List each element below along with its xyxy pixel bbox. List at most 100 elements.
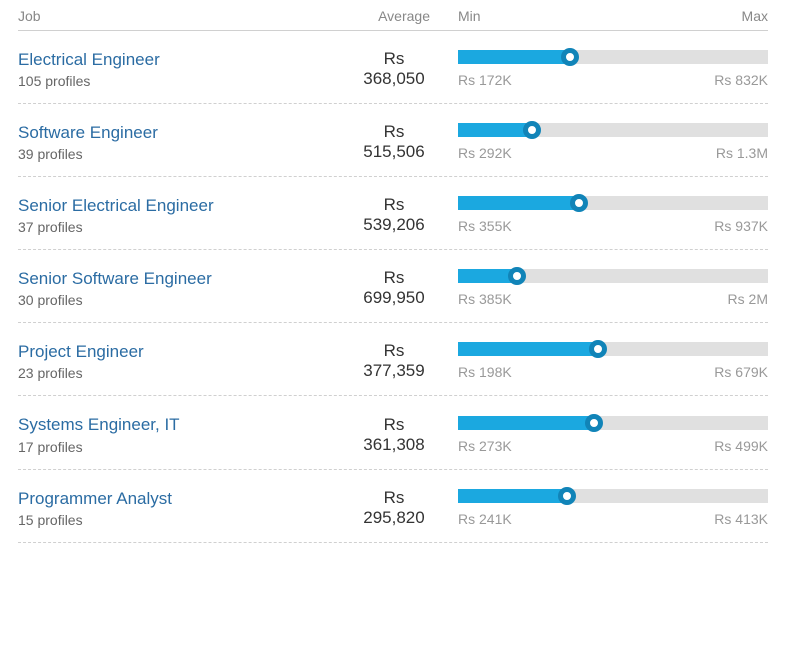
job-info: Systems Engineer, IT 17 profiles	[18, 414, 348, 454]
min-label: Rs 355K	[458, 218, 512, 234]
currency-label: Rs	[348, 268, 440, 288]
job-average: Rs 515,506	[348, 122, 458, 162]
range-knob	[558, 487, 576, 505]
range-track	[458, 50, 768, 64]
table-header: Job Average Min Max	[18, 8, 768, 31]
currency-label: Rs	[348, 122, 440, 142]
job-profiles: 105 profiles	[18, 73, 348, 89]
job-info: Senior Software Engineer 30 profiles	[18, 268, 348, 308]
range-fill	[458, 489, 567, 503]
range-fill	[458, 416, 594, 430]
range-fill	[458, 196, 579, 210]
min-label: Rs 292K	[458, 145, 512, 161]
range-labels: Rs 172K Rs 832K	[458, 72, 768, 88]
table-row: Senior Electrical Engineer 37 profiles R…	[18, 177, 768, 250]
job-profiles: 15 profiles	[18, 512, 348, 528]
range-fill	[458, 342, 598, 356]
max-label: Rs 679K	[714, 364, 768, 380]
currency-label: Rs	[348, 195, 440, 215]
table-row: Project Engineer 23 profiles Rs 377,359 …	[18, 323, 768, 396]
range-labels: Rs 355K Rs 937K	[458, 218, 768, 234]
currency-label: Rs	[348, 49, 440, 69]
range-fill	[458, 50, 570, 64]
job-title-link[interactable]: Project Engineer	[18, 341, 348, 363]
job-info: Senior Electrical Engineer 37 profiles	[18, 195, 348, 235]
header-average: Average	[348, 8, 458, 24]
currency-label: Rs	[348, 415, 440, 435]
job-info: Programmer Analyst 15 profiles	[18, 488, 348, 528]
average-value: 539,206	[363, 215, 424, 234]
job-info: Electrical Engineer 105 profiles	[18, 49, 348, 89]
range-knob	[589, 340, 607, 358]
job-average: Rs 377,359	[348, 341, 458, 381]
table-row: Programmer Analyst 15 profiles Rs 295,82…	[18, 470, 768, 543]
range-track	[458, 196, 768, 210]
job-average: Rs 368,050	[348, 49, 458, 89]
header-max: Max	[742, 8, 768, 24]
range-knob	[561, 48, 579, 66]
salary-range: Rs 273K Rs 499K	[458, 416, 768, 454]
range-labels: Rs 292K Rs 1.3M	[458, 145, 768, 161]
header-min: Min	[458, 8, 481, 24]
range-knob	[570, 194, 588, 212]
salary-range: Rs 172K Rs 832K	[458, 50, 768, 88]
average-value: 295,820	[363, 508, 424, 527]
max-label: Rs 937K	[714, 218, 768, 234]
average-value: 515,506	[363, 142, 424, 161]
job-info: Project Engineer 23 profiles	[18, 341, 348, 381]
header-job: Job	[18, 8, 348, 24]
job-list: Electrical Engineer 105 profiles Rs 368,…	[18, 31, 768, 543]
range-labels: Rs 241K Rs 413K	[458, 511, 768, 527]
range-track	[458, 342, 768, 356]
job-average: Rs 699,950	[348, 268, 458, 308]
job-title-link[interactable]: Software Engineer	[18, 122, 348, 144]
job-title-link[interactable]: Systems Engineer, IT	[18, 414, 348, 436]
salary-range: Rs 241K Rs 413K	[458, 489, 768, 527]
job-average: Rs 295,820	[348, 488, 458, 528]
max-label: Rs 499K	[714, 438, 768, 454]
range-fill	[458, 123, 532, 137]
min-label: Rs 385K	[458, 291, 512, 307]
min-label: Rs 172K	[458, 72, 512, 88]
max-label: Rs 1.3M	[716, 145, 768, 161]
range-knob	[585, 414, 603, 432]
range-knob	[508, 267, 526, 285]
average-value: 377,359	[363, 361, 424, 380]
average-value: 361,308	[363, 435, 424, 454]
min-label: Rs 241K	[458, 511, 512, 527]
job-profiles: 17 profiles	[18, 439, 348, 455]
range-labels: Rs 385K Rs 2M	[458, 291, 768, 307]
average-value: 699,950	[363, 288, 424, 307]
min-label: Rs 273K	[458, 438, 512, 454]
range-track	[458, 269, 768, 283]
job-title-link[interactable]: Electrical Engineer	[18, 49, 348, 71]
currency-label: Rs	[348, 341, 440, 361]
job-profiles: 30 profiles	[18, 292, 348, 308]
salary-range: Rs 292K Rs 1.3M	[458, 123, 768, 161]
range-labels: Rs 198K Rs 679K	[458, 364, 768, 380]
range-track	[458, 489, 768, 503]
job-title-link[interactable]: Programmer Analyst	[18, 488, 348, 510]
salary-range: Rs 385K Rs 2M	[458, 269, 768, 307]
range-track	[458, 416, 768, 430]
table-row: Software Engineer 39 profiles Rs 515,506…	[18, 104, 768, 177]
average-value: 368,050	[363, 69, 424, 88]
salary-range: Rs 198K Rs 679K	[458, 342, 768, 380]
max-label: Rs 413K	[714, 511, 768, 527]
job-title-link[interactable]: Senior Electrical Engineer	[18, 195, 348, 217]
job-profiles: 39 profiles	[18, 146, 348, 162]
max-label: Rs 832K	[714, 72, 768, 88]
table-row: Senior Software Engineer 30 profiles Rs …	[18, 250, 768, 323]
range-knob	[523, 121, 541, 139]
job-profiles: 37 profiles	[18, 219, 348, 235]
job-average: Rs 361,308	[348, 415, 458, 455]
job-average: Rs 539,206	[348, 195, 458, 235]
job-info: Software Engineer 39 profiles	[18, 122, 348, 162]
job-profiles: 23 profiles	[18, 365, 348, 381]
currency-label: Rs	[348, 488, 440, 508]
max-label: Rs 2M	[728, 291, 768, 307]
range-track	[458, 123, 768, 137]
table-row: Electrical Engineer 105 profiles Rs 368,…	[18, 31, 768, 104]
job-title-link[interactable]: Senior Software Engineer	[18, 268, 348, 290]
range-labels: Rs 273K Rs 499K	[458, 438, 768, 454]
